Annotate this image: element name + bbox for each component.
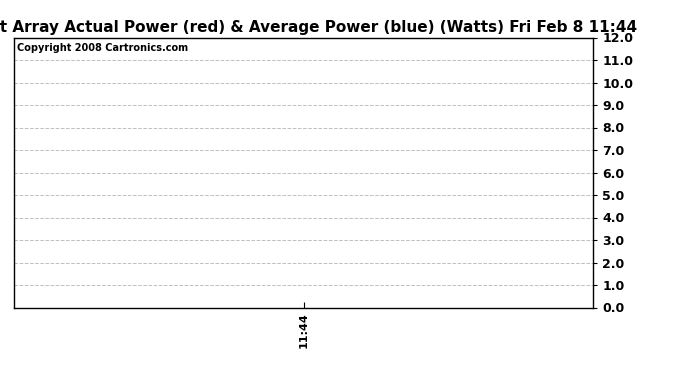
Title: East Array Actual Power (red) & Average Power (blue) (Watts) Fri Feb 8 11:44: East Array Actual Power (red) & Average … [0,20,637,35]
Text: Copyright 2008 Cartronics.com: Copyright 2008 Cartronics.com [17,43,188,53]
